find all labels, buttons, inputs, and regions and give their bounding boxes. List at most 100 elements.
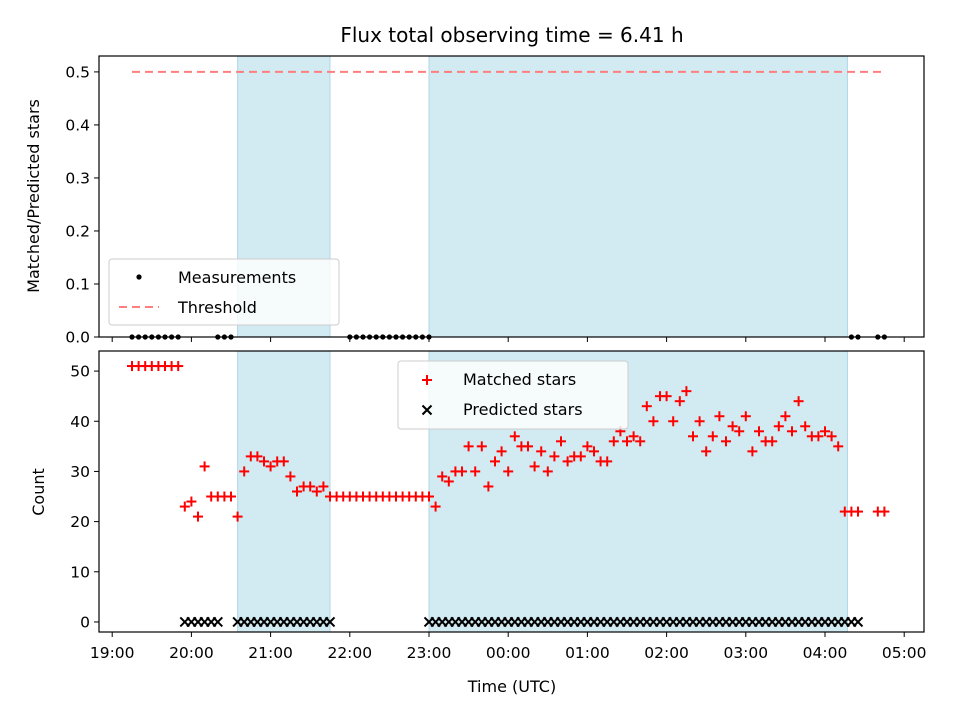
- matched-star-point: [674, 396, 685, 407]
- matched-star-point: [747, 446, 758, 457]
- matched-star-point: [542, 466, 553, 477]
- legend-box: [108, 258, 340, 326]
- x-tick-label: 05:00: [882, 644, 927, 662]
- legend-box: [397, 360, 629, 430]
- matched-star-point: [239, 466, 250, 477]
- matched-star-point: [813, 431, 824, 442]
- matched-star-point: [536, 446, 547, 457]
- x-tick-label: 22:00: [327, 644, 372, 662]
- matched-star-point: [826, 431, 837, 442]
- matched-star-point: [470, 466, 481, 477]
- matched-star-point: [457, 466, 467, 477]
- matched-star-point: [767, 436, 778, 447]
- matched-star-point: [635, 436, 646, 447]
- y-tick-label: 0.4: [65, 116, 90, 134]
- matched-star-point: [523, 441, 533, 452]
- matched-star-point: [714, 411, 725, 422]
- matched-star-point: [285, 471, 296, 482]
- matched-star-point: [773, 421, 784, 432]
- matched-star-point: [556, 436, 566, 447]
- matched-star-point: [259, 456, 269, 467]
- x-tick-label: 23:00: [407, 644, 452, 662]
- matched-star-point: [575, 451, 586, 462]
- matched-star-point: [734, 426, 745, 437]
- matched-star-point: [529, 461, 540, 472]
- matched-star-point: [199, 461, 210, 472]
- matched-star-point: [727, 421, 738, 432]
- matched-star-point: [430, 501, 441, 512]
- y-tick-label: 0: [80, 613, 90, 631]
- matched-star-point: [443, 476, 454, 487]
- legend-label-predicted: Predicted stars: [463, 400, 583, 419]
- matched-star-point: [641, 401, 652, 412]
- matched-star-point: [496, 446, 507, 457]
- matched-star-point: [879, 506, 890, 517]
- matched-star-point: [490, 456, 500, 467]
- matched-star-point: [179, 501, 190, 512]
- chart-title: Flux total observing time = 6.41 h: [340, 23, 683, 47]
- matched-star-point: [509, 431, 520, 442]
- y-tick-label: 0.1: [65, 275, 90, 293]
- matched-star-point: [622, 436, 632, 447]
- matched-star-point: [661, 391, 672, 402]
- matched-star-point: [608, 436, 619, 447]
- matched-star-point: [582, 441, 593, 452]
- x-tick-label: 20:00: [169, 644, 214, 662]
- bottom-y-axis-label: Count: [29, 468, 48, 516]
- matched-star-point: [688, 431, 698, 442]
- legend-marker-measurements: [136, 274, 142, 280]
- matched-star-point: [226, 491, 236, 502]
- top-panel: 0.0 0.1 0.2 0.3 0.4 0.5 Measurements Threshold: [65, 55, 925, 347]
- legend-marker-matched: [422, 375, 432, 385]
- matched-star-point: [780, 411, 791, 422]
- y-tick-label: 0.0: [65, 329, 90, 347]
- y-tick-label: 40: [70, 413, 90, 431]
- legend-marker-predicted: [421, 404, 433, 416]
- matched-star-point: [602, 456, 613, 467]
- y-tick-label: 0.5: [65, 63, 90, 81]
- matched-star-point: [648, 416, 659, 427]
- matched-star-point: [589, 446, 599, 457]
- matched-star-point: [681, 386, 692, 397]
- matched-star-point: [628, 431, 639, 442]
- matched-star-point: [701, 446, 712, 457]
- matched-star-point: [318, 481, 329, 492]
- matched-star-point: [437, 471, 448, 482]
- matched-star-point: [186, 496, 197, 507]
- matched-star-point: [787, 426, 797, 437]
- matched-star-point: [820, 426, 830, 437]
- matched-star-point: [305, 481, 316, 492]
- y-tick-label: 10: [70, 563, 90, 581]
- matched-star-point: [721, 436, 731, 447]
- matched-star-point: [311, 486, 322, 497]
- predicted-star-point: [852, 616, 864, 628]
- matched-star-point: [424, 491, 434, 502]
- shaded-interval: [428, 55, 848, 338]
- matched-star-point: [754, 426, 764, 437]
- matched-star-point: [668, 416, 679, 427]
- matched-star-point: [252, 451, 263, 462]
- matched-star-point: [740, 411, 751, 422]
- x-axis-label: Time (UTC): [467, 677, 556, 696]
- matched-star-point: [800, 421, 811, 432]
- x-tick-label: 19:00: [90, 644, 135, 662]
- matched-star-point: [503, 466, 514, 477]
- y-tick-label: 50: [70, 363, 90, 381]
- matched-star-point: [549, 451, 560, 462]
- bottom-panel: 0 10 20 30 40 50 19:00 20:00 21:00 22:00 23:00 00:0…: [70, 350, 927, 662]
- matched-star-point: [707, 431, 718, 442]
- x-tick-label: 02:00: [644, 644, 689, 662]
- matched-star-point: [562, 456, 573, 467]
- x-tick-label: 00:00: [486, 644, 531, 662]
- x-tick-label: 01:00: [565, 644, 610, 662]
- predicted-star-point: [212, 616, 224, 628]
- legend-label-measurements: Measurements: [178, 268, 296, 287]
- legend-label-matched: Matched stars: [463, 370, 576, 389]
- y-tick-label: 0.2: [65, 222, 90, 240]
- matched-star-point: [173, 361, 184, 372]
- matched-star-point: [232, 511, 243, 522]
- matched-star-point: [833, 441, 844, 452]
- matched-star-point: [278, 456, 289, 467]
- y-tick-label: 20: [70, 513, 90, 531]
- matched-star-point: [853, 506, 863, 517]
